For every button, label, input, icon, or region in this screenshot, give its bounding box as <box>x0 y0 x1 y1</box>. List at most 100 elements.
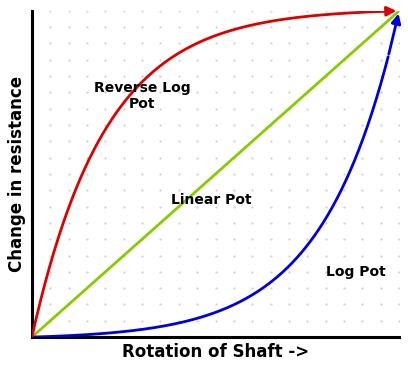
Point <box>359 57 366 63</box>
Point <box>249 253 255 259</box>
Point <box>102 301 109 307</box>
Point <box>231 57 237 63</box>
Text: Linear Pot: Linear Pot <box>171 193 252 207</box>
Point <box>175 269 182 275</box>
Point <box>322 220 329 226</box>
Point <box>341 269 347 275</box>
Point <box>157 73 164 79</box>
Point <box>267 57 274 63</box>
Point <box>65 285 72 291</box>
Point <box>65 24 72 30</box>
Point <box>84 269 90 275</box>
Point <box>286 41 292 46</box>
Point <box>322 41 329 46</box>
Point <box>267 41 274 46</box>
Point <box>194 236 200 242</box>
Point <box>359 269 366 275</box>
Point <box>194 57 200 63</box>
Point <box>47 318 53 324</box>
Point <box>157 301 164 307</box>
Point <box>322 285 329 291</box>
Point <box>231 106 237 112</box>
Point <box>231 253 237 259</box>
Point <box>84 122 90 128</box>
Point <box>175 220 182 226</box>
Point <box>139 301 145 307</box>
Point <box>322 269 329 275</box>
Point <box>194 41 200 46</box>
Text: Reverse Log
Pot: Reverse Log Pot <box>94 80 191 111</box>
Point <box>102 24 109 30</box>
Point <box>139 285 145 291</box>
Point <box>157 236 164 242</box>
Point <box>47 171 53 177</box>
Point <box>120 73 127 79</box>
Point <box>139 236 145 242</box>
Point <box>286 8 292 14</box>
Point <box>175 57 182 63</box>
Point <box>359 187 366 193</box>
Point <box>322 253 329 259</box>
Point <box>249 171 255 177</box>
Point <box>139 122 145 128</box>
Point <box>231 220 237 226</box>
Point <box>341 138 347 144</box>
Point <box>341 73 347 79</box>
Point <box>286 220 292 226</box>
Point <box>322 204 329 210</box>
Point <box>47 8 53 14</box>
Point <box>65 269 72 275</box>
Point <box>47 301 53 307</box>
Point <box>139 89 145 95</box>
Point <box>322 122 329 128</box>
Point <box>47 155 53 161</box>
Point <box>377 171 384 177</box>
Point <box>47 122 53 128</box>
Point <box>377 122 384 128</box>
Point <box>359 106 366 112</box>
Point <box>84 301 90 307</box>
Point <box>249 73 255 79</box>
Point <box>231 204 237 210</box>
Point <box>267 318 274 324</box>
Point <box>84 73 90 79</box>
X-axis label: Rotation of Shaft ->: Rotation of Shaft -> <box>122 343 309 361</box>
Point <box>286 204 292 210</box>
Point <box>212 285 219 291</box>
Point <box>377 220 384 226</box>
Point <box>231 24 237 30</box>
Point <box>157 8 164 14</box>
Point <box>139 187 145 193</box>
Point <box>249 155 255 161</box>
Point <box>396 171 402 177</box>
Point <box>377 89 384 95</box>
Point <box>212 236 219 242</box>
Point <box>84 155 90 161</box>
Point <box>102 138 109 144</box>
Point <box>267 204 274 210</box>
Point <box>322 171 329 177</box>
Point <box>286 138 292 144</box>
Point <box>249 122 255 128</box>
Point <box>359 204 366 210</box>
Point <box>377 236 384 242</box>
Point <box>286 318 292 324</box>
Point <box>102 122 109 128</box>
Point <box>249 301 255 307</box>
Point <box>194 318 200 324</box>
Point <box>212 73 219 79</box>
Point <box>304 73 310 79</box>
Point <box>139 41 145 46</box>
Point <box>84 171 90 177</box>
Point <box>304 318 310 324</box>
Point <box>194 8 200 14</box>
Point <box>120 253 127 259</box>
Point <box>304 57 310 63</box>
Point <box>286 253 292 259</box>
Point <box>157 187 164 193</box>
Point <box>175 24 182 30</box>
Point <box>304 122 310 128</box>
Point <box>212 138 219 144</box>
Point <box>396 138 402 144</box>
Point <box>322 155 329 161</box>
